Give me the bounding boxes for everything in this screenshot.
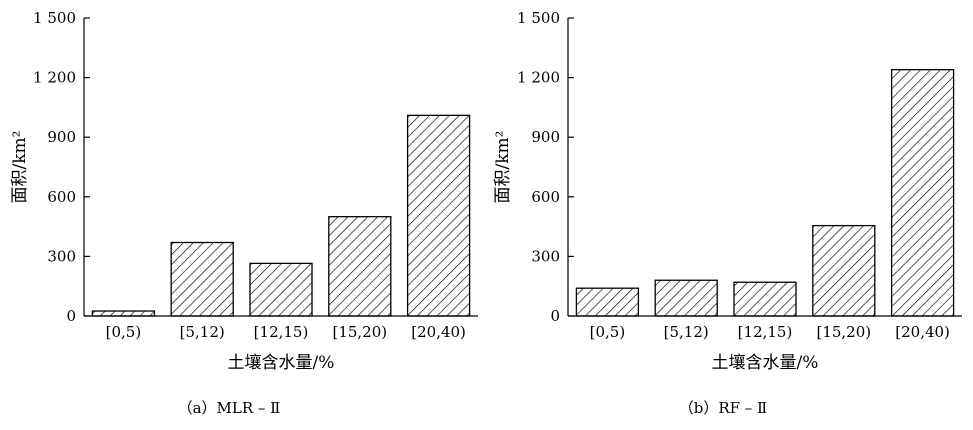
y-tick-label-b-5: 1 200 xyxy=(517,69,560,87)
y-tick-label-b-2: 300 xyxy=(531,247,560,265)
y-axis-title-a: 面积/km² xyxy=(10,131,30,204)
y-axis-title-b: 面积/km² xyxy=(493,131,513,204)
bar-a-2 xyxy=(170,241,234,317)
y-ticks-a: 0 300 600 900 1 200 1 500 xyxy=(33,9,90,325)
bar-b-1 xyxy=(575,287,640,317)
x-tick-label-a-5: [20,40) xyxy=(411,323,466,341)
y-tick-label-a-2: 300 xyxy=(47,247,76,265)
caption-a: （a）MLR – Ⅱ xyxy=(178,399,281,417)
bars-a xyxy=(91,114,471,317)
bar-b-2 xyxy=(654,279,718,317)
x-ticks-b: [0,5) [5,12) [12,15) [15,20) [20,40) xyxy=(590,323,950,341)
x-tick-label-a-1: [0,5) xyxy=(106,323,142,341)
x-ticks-a: [0,5) [5,12) [12,15) [15,20) [20,40) xyxy=(106,323,466,341)
y-tick-label-a-6: 1 500 xyxy=(33,9,76,27)
x-tick-label-b-4: [15,20) xyxy=(816,323,871,341)
bar-a-1 xyxy=(91,310,156,317)
bar-b-5 xyxy=(890,69,955,317)
bar-b-4 xyxy=(812,224,876,317)
bar-b-3 xyxy=(733,281,797,317)
y-tick-label-b-4: 900 xyxy=(531,128,560,146)
y-tick-label-b-3: 600 xyxy=(531,188,560,206)
y-tick-label-b-1: 0 xyxy=(550,307,560,325)
bar-a-3 xyxy=(249,262,313,317)
y-tick-label-a-1: 0 xyxy=(66,307,76,325)
bar-a-4 xyxy=(328,216,392,317)
bar-a-5 xyxy=(406,114,471,317)
x-tick-label-b-5: [20,40) xyxy=(895,323,950,341)
x-axis-title-a: 土壤含水量/% xyxy=(228,352,335,373)
x-axis-title-b: 土壤含水量/% xyxy=(712,352,819,373)
y-ticks-b: 0 300 600 900 1 200 1 500 xyxy=(517,9,574,325)
x-tick-label-a-4: [15,20) xyxy=(332,323,387,341)
bars-b xyxy=(575,69,955,317)
y-tick-label-a-5: 1 200 xyxy=(33,69,76,87)
x-tick-label-b-3: [12,15) xyxy=(738,323,793,341)
x-tick-label-a-2: [5,12) xyxy=(180,323,225,341)
x-tick-label-b-2: [5,12) xyxy=(664,323,709,341)
y-tick-label-b-6: 1 500 xyxy=(517,9,560,27)
caption-b: （b）RF – Ⅱ xyxy=(679,399,768,417)
x-tick-label-a-3: [12,15) xyxy=(254,323,309,341)
y-tick-label-a-3: 600 xyxy=(47,188,76,206)
x-tick-label-b-1: [0,5) xyxy=(590,323,626,341)
y-tick-label-a-4: 900 xyxy=(47,128,76,146)
